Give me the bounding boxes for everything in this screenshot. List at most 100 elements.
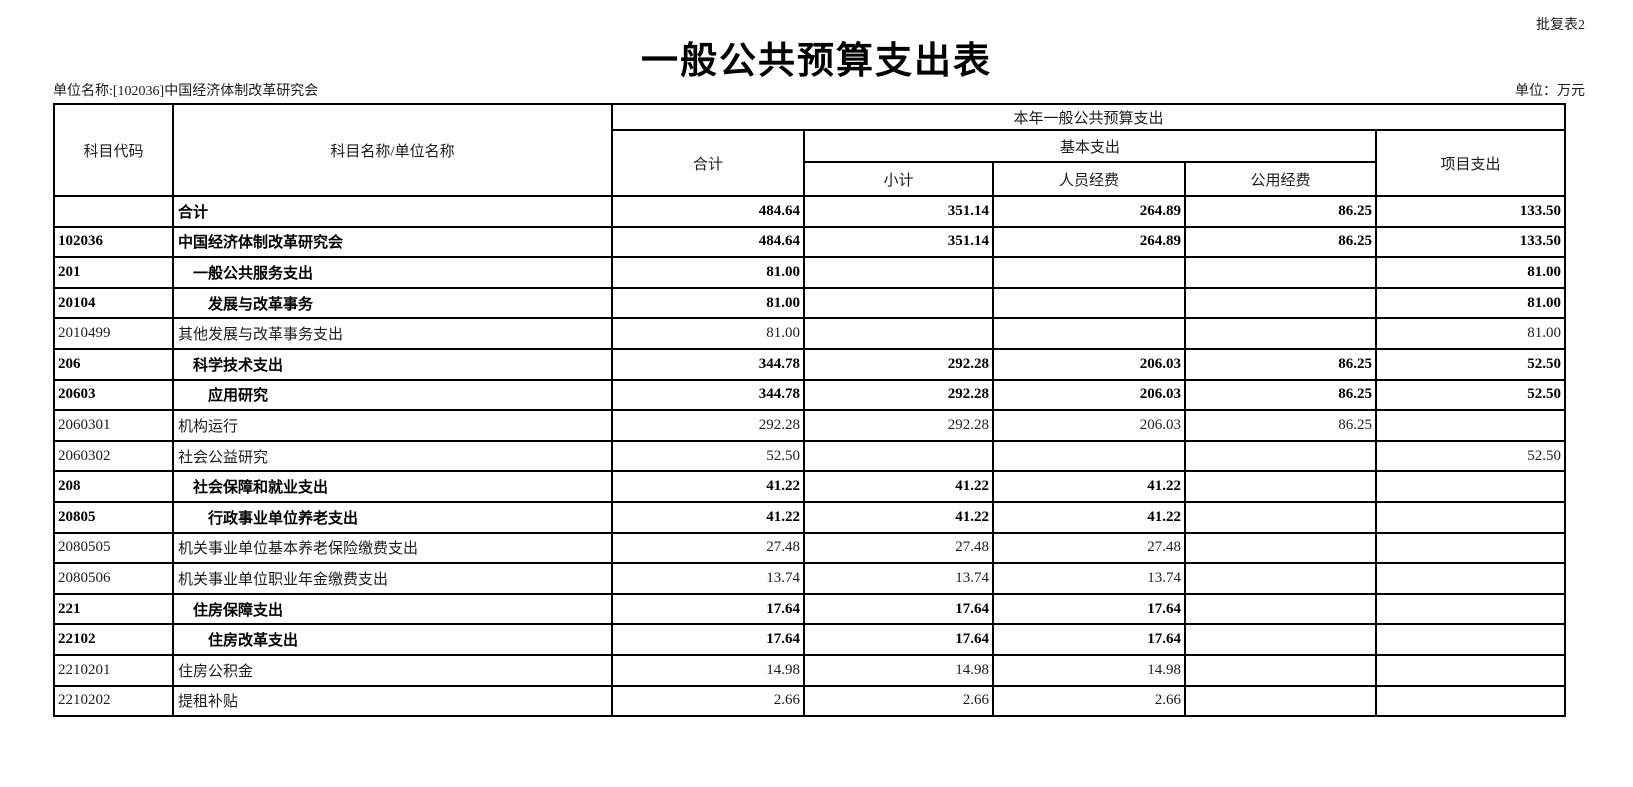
header-row-2: 合计 基本支出 项目支出 xyxy=(54,129,1567,197)
cell-total: 344.78 xyxy=(611,347,805,381)
cell-subject-code: 2060302 xyxy=(53,439,174,473)
cell-subject-code: 22102 xyxy=(53,623,174,656)
cell-project xyxy=(1374,470,1567,503)
cell-personnel: 264.89 xyxy=(992,195,1186,228)
cell-subject-name: 住房公积金 xyxy=(172,653,613,687)
cell-total: 81.00 xyxy=(611,286,805,320)
cell-subject-name: 中国经济体制改革研究会 xyxy=(172,225,613,259)
cell-subtotal: 14.98 xyxy=(803,653,994,687)
header-current-year-group: 本年一般公共预算支出 xyxy=(610,103,1567,131)
cell-project: 81.00 xyxy=(1374,256,1567,289)
cell-subject-code xyxy=(53,195,174,228)
cell-subtotal: 41.22 xyxy=(803,470,994,503)
cell-personnel: 14.98 xyxy=(992,653,1186,687)
cell-personnel xyxy=(992,439,1186,473)
cell-subject-code: 2210202 xyxy=(53,684,174,718)
table-row: 102036 中国经济体制改革研究会 484.64 351.14 264.89 … xyxy=(53,225,1567,259)
cell-personnel xyxy=(992,286,1186,320)
cell-project: 52.50 xyxy=(1374,439,1567,473)
cell-subtotal: 351.14 xyxy=(803,195,994,228)
table-header: 科目代码 科目名称/单位名称 本年一般公共预算支出 合计 基本支出 项目支出 小… xyxy=(53,103,1567,197)
cell-project xyxy=(1374,409,1567,442)
cell-total: 27.48 xyxy=(611,531,805,565)
cell-subtotal: 292.28 xyxy=(803,347,994,381)
table-row: 20603 应用研究 344.78 292.28 206.03 86.25 52… xyxy=(53,378,1567,412)
cell-subject-name: 提租补贴 xyxy=(172,684,613,718)
table-row: 206 科学技术支出 344.78 292.28 206.03 86.25 52… xyxy=(53,347,1567,381)
cell-total: 81.00 xyxy=(611,256,805,289)
cell-personnel: 264.89 xyxy=(992,225,1186,259)
header-personnel: 人员经费 xyxy=(992,161,1186,197)
table-row: 2080505 机关事业单位基本养老保险缴费支出 27.48 27.48 27.… xyxy=(53,531,1567,565)
cell-total: 17.64 xyxy=(611,592,805,626)
cell-subject-name: 科学技术支出 xyxy=(172,347,613,381)
table-row: 合计 484.64 351.14 264.89 86.25 133.50 xyxy=(53,195,1567,228)
cell-total: 41.22 xyxy=(611,500,805,534)
cell-subtotal: 27.48 xyxy=(803,531,994,565)
cell-personnel: 41.22 xyxy=(992,500,1186,534)
table-row: 2210201 住房公积金 14.98 14.98 14.98 xyxy=(53,653,1567,687)
cell-subject-code: 2060301 xyxy=(53,409,174,442)
table-row: 221 住房保障支出 17.64 17.64 17.64 xyxy=(53,592,1567,626)
cell-personnel: 2.66 xyxy=(992,684,1186,718)
cell-project xyxy=(1374,653,1567,687)
cell-subject-code: 2080506 xyxy=(53,562,174,595)
cell-project xyxy=(1374,684,1567,718)
cell-subject-code: 20104 xyxy=(53,286,174,320)
meta-line: 单位名称:[102036]中国经济体制改革研究会 单位：万元 xyxy=(53,80,1585,100)
header-public-funds: 公用经费 xyxy=(1184,161,1377,197)
cell-total: 17.64 xyxy=(611,623,805,656)
cell-project xyxy=(1374,592,1567,626)
cell-public-funds xyxy=(1184,592,1377,626)
cell-subject-name: 住房保障支出 xyxy=(172,592,613,626)
cell-public-funds xyxy=(1184,531,1377,565)
cell-public-funds xyxy=(1184,684,1377,718)
cell-total: 292.28 xyxy=(611,409,805,442)
cell-subtotal xyxy=(803,286,994,320)
cell-public-funds xyxy=(1184,653,1377,687)
cell-personnel: 27.48 xyxy=(992,531,1186,565)
cell-total: 81.00 xyxy=(611,317,805,350)
table-body: 合计 484.64 351.14 264.89 86.25 133.50 102… xyxy=(53,195,1567,718)
cell-project xyxy=(1374,500,1567,534)
table-row: 22102 住房改革支出 17.64 17.64 17.64 xyxy=(53,623,1567,656)
cell-public-funds: 86.25 xyxy=(1184,378,1377,412)
cell-public-funds xyxy=(1184,623,1377,656)
table-row: 2080506 机关事业单位职业年金缴费支出 13.74 13.74 13.74 xyxy=(53,562,1567,595)
cell-project xyxy=(1374,562,1567,595)
cell-subtotal: 17.64 xyxy=(803,623,994,656)
cell-total: 2.66 xyxy=(611,684,805,718)
cell-subtotal xyxy=(803,256,994,289)
table-row: 20104 发展与改革事务 81.00 81.00 xyxy=(53,286,1567,320)
table-row: 2010499 其他发展与改革事务支出 81.00 81.00 xyxy=(53,317,1567,350)
cell-total: 41.22 xyxy=(611,470,805,503)
cell-subject-name: 社会保障和就业支出 xyxy=(172,470,613,503)
header-subject-name: 科目名称/单位名称 xyxy=(172,103,613,197)
cell-subject-code: 2010499 xyxy=(53,317,174,350)
cell-personnel: 13.74 xyxy=(992,562,1186,595)
cell-total: 13.74 xyxy=(611,562,805,595)
cell-personnel: 206.03 xyxy=(992,378,1186,412)
cell-subject-name: 机构运行 xyxy=(172,409,613,442)
cell-project: 133.50 xyxy=(1374,225,1567,259)
cell-subject-code: 221 xyxy=(53,592,174,626)
cell-subject-name: 一般公共服务支出 xyxy=(172,256,613,289)
cell-total: 484.64 xyxy=(611,195,805,228)
cell-subject-name: 其他发展与改革事务支出 xyxy=(172,317,613,350)
table-row: 201 一般公共服务支出 81.00 81.00 xyxy=(53,256,1567,289)
page-title: 一般公共预算支出表 xyxy=(641,41,992,82)
budget-table: 科目代码 科目名称/单位名称 本年一般公共预算支出 合计 基本支出 项目支出 小… xyxy=(53,103,1567,718)
cell-public-funds xyxy=(1184,286,1377,320)
header-basic-group: 基本支出 xyxy=(803,129,1377,163)
form-number-tag: 批复表2 xyxy=(1536,18,1585,33)
cell-public-funds xyxy=(1184,470,1377,503)
cell-project xyxy=(1374,531,1567,565)
cell-subject-code: 20805 xyxy=(53,500,174,534)
cell-subject-code: 102036 xyxy=(53,225,174,259)
cell-public-funds: 86.25 xyxy=(1184,225,1377,259)
header-row-1: 科目代码 科目名称/单位名称 本年一般公共预算支出 xyxy=(53,103,1567,197)
cell-total: 344.78 xyxy=(611,378,805,412)
cell-subject-name: 机关事业单位基本养老保险缴费支出 xyxy=(172,531,613,565)
cell-total: 14.98 xyxy=(611,653,805,687)
